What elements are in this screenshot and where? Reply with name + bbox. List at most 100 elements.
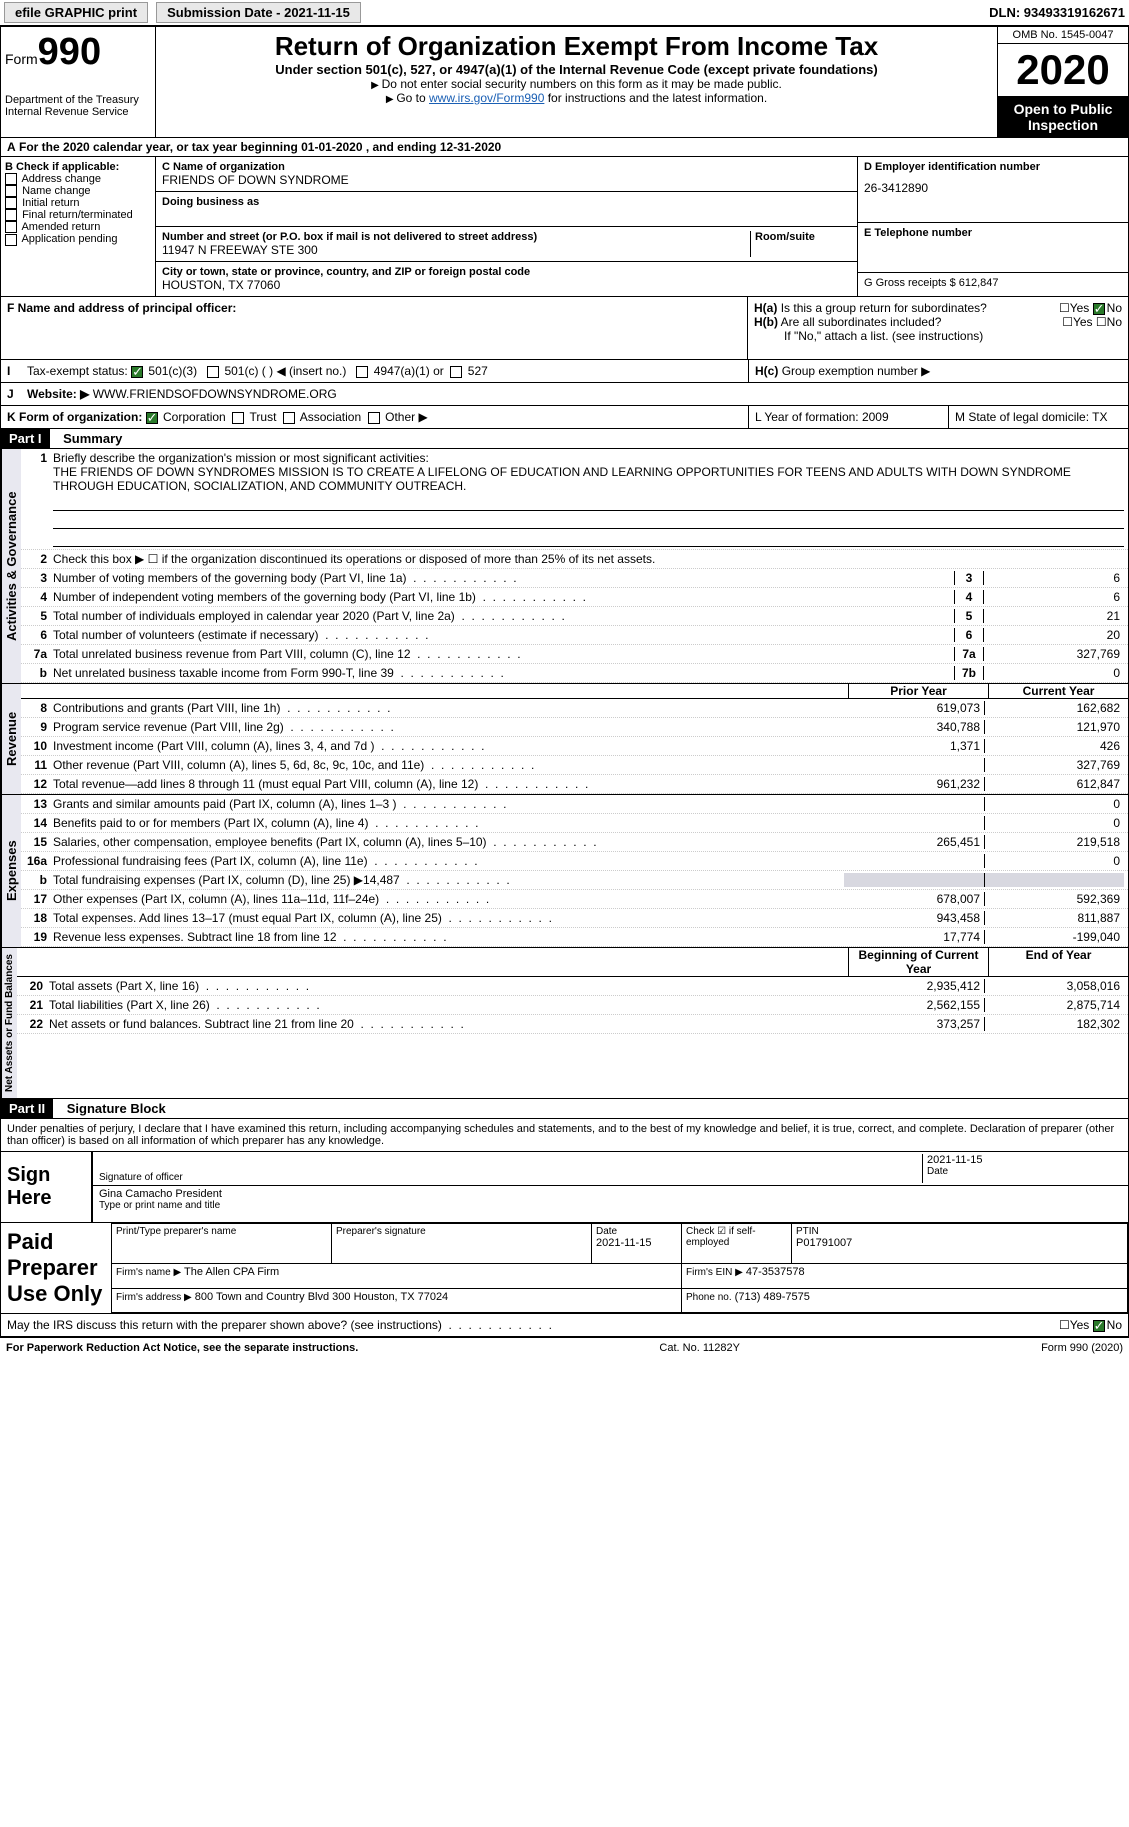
tax-year: 2020 (998, 44, 1128, 97)
exp-line-18: 18 Total expenses. Add lines 13–17 (must… (21, 909, 1128, 928)
cb-corp[interactable] (146, 412, 158, 424)
cb-amended[interactable]: Amended return (5, 221, 151, 233)
exp-line-b: b Total fundraising expenses (Part IX, c… (21, 871, 1128, 890)
submission-date-button[interactable]: Submission Date - 2021-11-15 (156, 2, 361, 23)
check-self[interactable]: Check ☑ if self-employed (686, 1226, 787, 1248)
inspect-1: Open to Public (1002, 101, 1124, 117)
ha-no[interactable]: No (1107, 301, 1122, 315)
cb-501c3[interactable] (131, 366, 143, 378)
m-row: M State of legal domicile: TX (948, 406, 1128, 428)
a-row: A For the 2020 calendar year, or tax yea… (0, 138, 1129, 157)
efile-button[interactable]: efile GRAPHIC print (4, 2, 148, 23)
form-title: Return of Organization Exempt From Incom… (160, 31, 993, 62)
hc-label: Group exemption number ▶ (782, 364, 931, 378)
hb-label: Are all subordinates included? (781, 315, 942, 329)
tab-revenue: Revenue (1, 684, 21, 794)
cb-initial[interactable]: Initial return (5, 197, 151, 209)
c-label: C Name of organization (162, 161, 851, 173)
sig-date: 2021-11-15 (927, 1154, 1122, 1166)
note-goto-pre: Go to (396, 91, 429, 105)
cb-pending[interactable]: Application pending (5, 233, 151, 245)
col-eoy: End of Year (988, 948, 1128, 976)
opt-assoc: Association (300, 410, 361, 424)
col-current: Current Year (988, 684, 1128, 698)
net-line-22: 22 Net assets or fund balances. Subtract… (17, 1015, 1128, 1034)
opt-corp: Corporation (163, 410, 226, 424)
cb-final[interactable]: Final return/terminated (5, 209, 151, 221)
org-name: FRIENDS OF DOWN SYNDROME (162, 173, 851, 187)
gov-line-4: 4 Number of independent voting members o… (21, 588, 1128, 607)
form-subtitle: Under section 501(c), 527, or 4947(a)(1)… (160, 62, 993, 77)
tab-netassets: Net Assets or Fund Balances (1, 948, 17, 1098)
addr-value: 11947 N FREEWAY STE 300 (162, 243, 750, 257)
discuss-yes[interactable]: Yes (1070, 1318, 1090, 1332)
city-label: City or town, state or province, country… (162, 266, 851, 278)
firm-ein: 47-3537578 (746, 1266, 805, 1278)
entity-block: B Check if applicable: Address change Na… (0, 157, 1129, 297)
footer-left: For Paperwork Reduction Act Notice, see … (6, 1342, 358, 1354)
inspect-2: Inspection (1002, 117, 1124, 133)
firm-addr-lbl: Firm's address ▶ (116, 1292, 192, 1303)
form-number: 990 (38, 31, 101, 73)
e-label: E Telephone number (864, 227, 1122, 239)
officer-name: Gina Camacho President (99, 1188, 222, 1200)
sig-date-lbl: Date (927, 1166, 1122, 1177)
firm-phone-lbl: Phone no. (686, 1292, 732, 1303)
form-header: Form990 Department of the Treasury Inter… (0, 26, 1129, 138)
ptin-val: P01791007 (796, 1237, 1123, 1249)
ptin-lbl: PTIN (796, 1226, 1123, 1237)
gov-line-6: 6 Total number of volunteers (estimate i… (21, 626, 1128, 645)
tab-governance: Activities & Governance (1, 449, 21, 683)
opt-501c: 501(c) ( ) ◀ (insert no.) (224, 364, 346, 378)
hb-no[interactable]: No (1107, 315, 1122, 329)
exp-line-14: 14 Benefits paid to or for members (Part… (21, 814, 1128, 833)
opt-trust: Trust (250, 410, 277, 424)
exp-line-17: 17 Other expenses (Part IX, column (A), … (21, 890, 1128, 909)
paid-prep-label: Paid Preparer Use Only (1, 1223, 111, 1313)
rev-line-9: 9 Program service revenue (Part VIII, li… (21, 718, 1128, 737)
ha-yes[interactable]: Yes (1070, 301, 1090, 315)
top-bar: efile GRAPHIC print Submission Date - 20… (0, 0, 1129, 26)
line1-label: Briefly describe the organization's miss… (53, 451, 429, 465)
footer-right: Form 990 (2020) (1041, 1342, 1123, 1354)
exp-line-16a: 16a Professional fundraising fees (Part … (21, 852, 1128, 871)
col-boy: Beginning of Current Year (848, 948, 988, 976)
mission-text: THE FRIENDS OF DOWN SYNDROMES MISSION IS… (53, 465, 1071, 493)
firm-ein-lbl: Firm's EIN ▶ (686, 1267, 743, 1278)
net-line-21: 21 Total liabilities (Part X, line 26) 2… (17, 996, 1128, 1015)
a-row-text: For the 2020 calendar year, or tax year … (19, 140, 501, 154)
discuss-text: May the IRS discuss this return with the… (7, 1318, 442, 1332)
irs-link[interactable]: www.irs.gov/Form990 (429, 91, 544, 105)
exp-line-15: 15 Salaries, other compensation, employe… (21, 833, 1128, 852)
rev-line-11: 11 Other revenue (Part VIII, column (A),… (21, 756, 1128, 775)
omb-label: OMB No. 1545-0047 (998, 27, 1128, 44)
b-header: B Check if applicable: (5, 161, 119, 173)
city-value: HOUSTON, TX 77060 (162, 278, 851, 292)
cb-name-change[interactable]: Name change (5, 185, 151, 197)
opt-4947: 4947(a)(1) or (374, 364, 444, 378)
declaration: Under penalties of perjury, I declare th… (1, 1119, 1128, 1151)
opt-other: Other ▶ (385, 410, 428, 424)
note-ssn: Do not enter social security numbers on … (160, 77, 993, 91)
prep-date-lbl: Date (596, 1226, 677, 1237)
prep-date: 2021-11-15 (596, 1237, 677, 1249)
part2-title: Signature Block (57, 1101, 166, 1116)
hb-yes[interactable]: Yes (1073, 315, 1093, 329)
dept-label: Department of the Treasury Internal Reve… (5, 94, 151, 118)
exp-line-19: 19 Revenue less expenses. Subtract line … (21, 928, 1128, 947)
hb-note: If "No," attach a list. (see instruction… (754, 329, 1122, 343)
dln-label: DLN: 93493319162671 (989, 5, 1125, 20)
gov-line-b: b Net unrelated business taxable income … (21, 664, 1128, 683)
cb-addr-change[interactable]: Address change (5, 173, 151, 185)
note-goto-post: for instructions and the latest informat… (544, 91, 767, 105)
tab-expenses: Expenses (1, 795, 21, 947)
ein-value: 26-3412890 (864, 173, 1122, 195)
firm-phone: (713) 489-7575 (735, 1291, 810, 1303)
website-value: WWW.FRIENDSOFDOWNSYNDROME.ORG (93, 387, 337, 401)
officer-type-lbl: Type or print name and title (99, 1200, 222, 1211)
g-label: G Gross receipts $ 612,847 (864, 277, 1122, 289)
discuss-no[interactable]: No (1107, 1318, 1122, 1332)
f-label: F Name and address of principal officer: (7, 301, 236, 315)
part1-title: Summary (53, 431, 122, 446)
sig-officer-lbl: Signature of officer (99, 1172, 922, 1183)
